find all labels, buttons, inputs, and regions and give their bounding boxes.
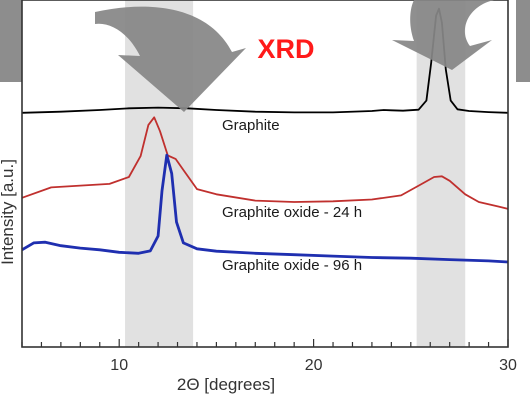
x-tick-label: 10 [110, 357, 128, 374]
series-label-1: Graphite [222, 117, 280, 134]
series-label-2: Graphite oxide - 24 h [222, 204, 362, 221]
background-image-strip-left [0, 0, 22, 82]
y-axis-title: Intensity [a.u.] [0, 159, 17, 265]
chart-title: XRD [257, 34, 314, 64]
background-image-strip-right [516, 0, 530, 82]
x-axis-title: 2Θ [degrees] [177, 375, 275, 394]
series-label-3: Graphite oxide - 96 h [222, 257, 362, 274]
series-line-2 [21, 116, 509, 210]
left-arrow-icon [95, 6, 246, 113]
plot-frame [21, 0, 509, 348]
x-tick-label: 20 [305, 357, 323, 374]
series-line-3 [21, 153, 509, 264]
x-tick-label: 30 [499, 357, 517, 374]
series-line-1 [21, 7, 509, 114]
right-arrow-icon [392, 0, 494, 70]
